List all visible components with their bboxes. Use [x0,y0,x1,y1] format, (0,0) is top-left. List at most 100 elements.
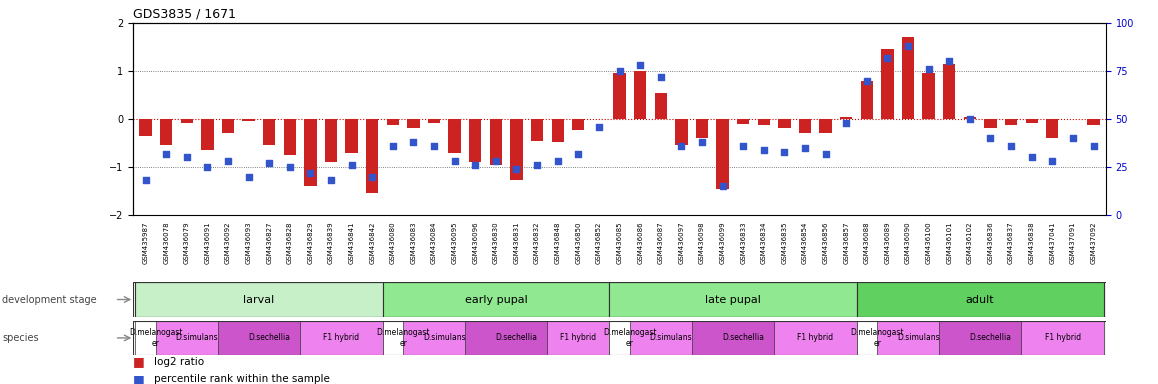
Text: D.simulans: D.simulans [423,333,466,343]
Text: development stage: development stage [2,295,97,305]
Bar [736,119,749,124]
Bar [300,321,382,355]
Bar [696,119,709,138]
Point [775,149,793,155]
Bar [860,81,873,119]
Bar [548,321,609,355]
Point [549,158,567,164]
Bar [382,282,609,317]
Bar [201,119,213,150]
Bar [633,71,646,119]
Bar [654,93,667,119]
Bar [490,119,503,165]
Bar [877,321,960,355]
Bar [181,119,193,123]
Text: GDS3835 / 1671: GDS3835 / 1671 [133,7,236,20]
Bar [820,119,831,134]
Text: D.melanogast
er: D.melanogast er [603,328,657,348]
Bar [139,119,152,136]
Point [177,154,196,161]
Bar [551,119,564,142]
Point [280,164,299,170]
Point [156,151,175,157]
Bar [387,119,400,125]
Bar [222,119,234,134]
Bar [218,321,321,355]
Point [878,55,896,61]
Point [755,147,774,153]
Point [425,143,444,149]
Point [858,78,877,84]
Bar [135,321,176,355]
Bar [963,117,976,119]
Text: adult: adult [966,295,995,305]
Bar [923,73,935,119]
Bar [881,50,894,119]
Bar [325,119,337,162]
Bar [984,119,997,127]
Bar [382,321,424,355]
Point [507,166,526,172]
Bar [614,73,625,119]
Text: species: species [2,333,39,343]
Bar [799,119,812,134]
Point [1002,143,1020,149]
Point [466,162,484,168]
Point [837,120,856,126]
Point [919,66,938,72]
Bar [427,119,440,123]
Text: early pupal: early pupal [464,295,527,305]
Point [259,160,278,166]
Point [528,162,547,168]
Point [219,158,237,164]
Point [610,68,629,74]
Bar [630,321,712,355]
Bar [1005,119,1017,125]
Point [816,151,835,157]
Text: late pupal: late pupal [705,295,761,305]
Bar [242,119,255,121]
Bar [939,321,1042,355]
Point [981,135,999,141]
Bar [1026,119,1038,123]
Bar [366,119,379,194]
Bar [345,119,358,153]
Text: F1 hybrid: F1 hybrid [797,333,834,343]
Text: D.sechellia: D.sechellia [496,333,537,343]
Bar [943,64,955,119]
Bar [675,119,688,146]
Bar [857,321,897,355]
Point [301,170,320,176]
Text: D.melanogast
er: D.melanogast er [129,328,183,348]
Point [961,116,980,122]
Point [446,158,464,164]
Bar [530,119,543,141]
Point [1043,158,1062,164]
Point [383,143,402,149]
Point [569,151,587,157]
Text: percentile rank within the sample: percentile rank within the sample [154,374,330,384]
Text: D.simulans: D.simulans [650,333,692,343]
Point [486,158,505,164]
Bar [448,119,461,153]
Bar [572,119,585,130]
Text: F1 hybrid: F1 hybrid [1045,333,1080,343]
Bar [840,117,852,119]
Text: D.simulans: D.simulans [176,333,219,343]
Point [343,162,361,168]
Bar [408,119,419,127]
Bar [511,119,522,180]
Bar [1021,321,1104,355]
Point [713,183,732,189]
Bar [902,38,914,119]
Point [692,139,711,145]
Bar [156,321,239,355]
Text: larval: larval [243,295,274,305]
Bar [263,119,276,146]
Bar [857,282,1104,317]
Point [672,143,690,149]
Bar [778,119,791,127]
Text: D.simulans: D.simulans [897,333,939,343]
Bar [160,119,173,146]
Text: D.melanogast
er: D.melanogast er [850,328,904,348]
